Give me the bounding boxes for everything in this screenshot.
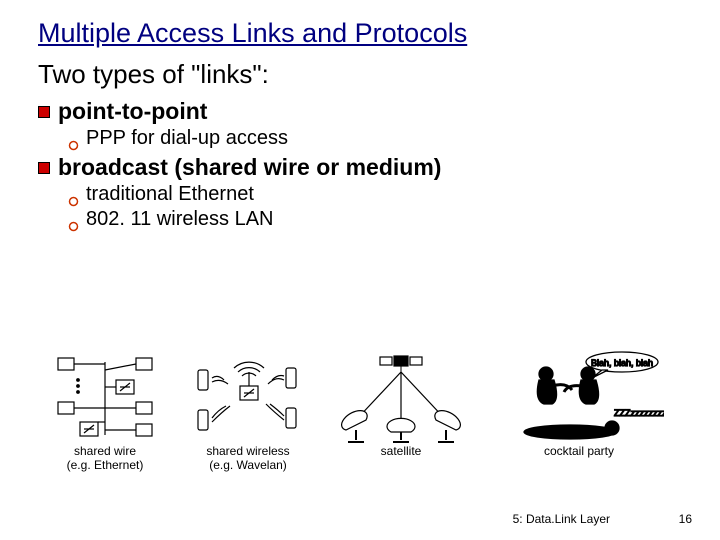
panel-shared-wireless: shared wireless (e.g. Wavelan) <box>188 350 308 473</box>
shared-wireless-icon <box>188 350 308 445</box>
bullet-l2: traditional Ethernet <box>68 183 682 206</box>
subtitle: Two types of "links": <box>38 59 682 90</box>
panel-caption: satellite <box>381 445 422 459</box>
shared-wire-icon <box>50 350 160 445</box>
square-bullet-icon <box>38 162 50 174</box>
cocktail-party-icon: Blah, blah, blah ZZZzzzzzzzzz <box>494 350 664 445</box>
slide-title: Multiple Access Links and Protocols <box>38 18 682 49</box>
bullet-l1: broadcast (shared wire or medium) <box>38 154 682 181</box>
bullet-l2: PPP for dial-up access <box>68 127 682 150</box>
panel-caption: shared wire <box>74 445 136 459</box>
circle-bullet-icon <box>68 215 79 226</box>
speech-text: Blah, blah, blah <box>591 358 653 368</box>
bullet-l2-label: PPP for dial-up access <box>86 127 288 150</box>
figure-row: shared wire (e.g. Ethernet) <box>50 350 670 473</box>
panel-caption: shared wireless <box>206 445 289 459</box>
bullet-l2-label: traditional Ethernet <box>86 183 254 206</box>
satellite-icon <box>336 350 466 445</box>
page-number: 16 <box>679 512 692 526</box>
footer-text: 5: Data.Link Layer <box>513 512 610 526</box>
panel-caption <box>577 459 580 473</box>
panel-caption: (e.g. Ethernet) <box>67 459 144 473</box>
bullet-l2: 802. 11 wireless LAN <box>68 208 682 231</box>
panel-caption <box>399 459 402 473</box>
panel-caption: cocktail party <box>544 445 614 459</box>
circle-bullet-icon <box>68 134 79 145</box>
slide: Multiple Access Links and Protocols Two … <box>0 0 720 231</box>
bullet-l1-label: broadcast (shared wire or medium) <box>58 154 441 181</box>
circle-bullet-icon <box>68 190 79 201</box>
panel-caption: (e.g. Wavelan) <box>209 459 287 473</box>
bullet-l1: point-to-point <box>38 98 682 125</box>
bullet-l2-label: 802. 11 wireless LAN <box>86 208 274 231</box>
panel-satellite: satellite <box>336 350 466 473</box>
panel-cocktail-party: Blah, blah, blah ZZZzzzzzzzzz <box>494 350 664 473</box>
snore-text: ZZZzzzzzzzzz <box>614 408 664 418</box>
square-bullet-icon <box>38 106 50 118</box>
bullet-l1-label: point-to-point <box>58 98 207 125</box>
panel-shared-wire: shared wire (e.g. Ethernet) <box>50 350 160 473</box>
